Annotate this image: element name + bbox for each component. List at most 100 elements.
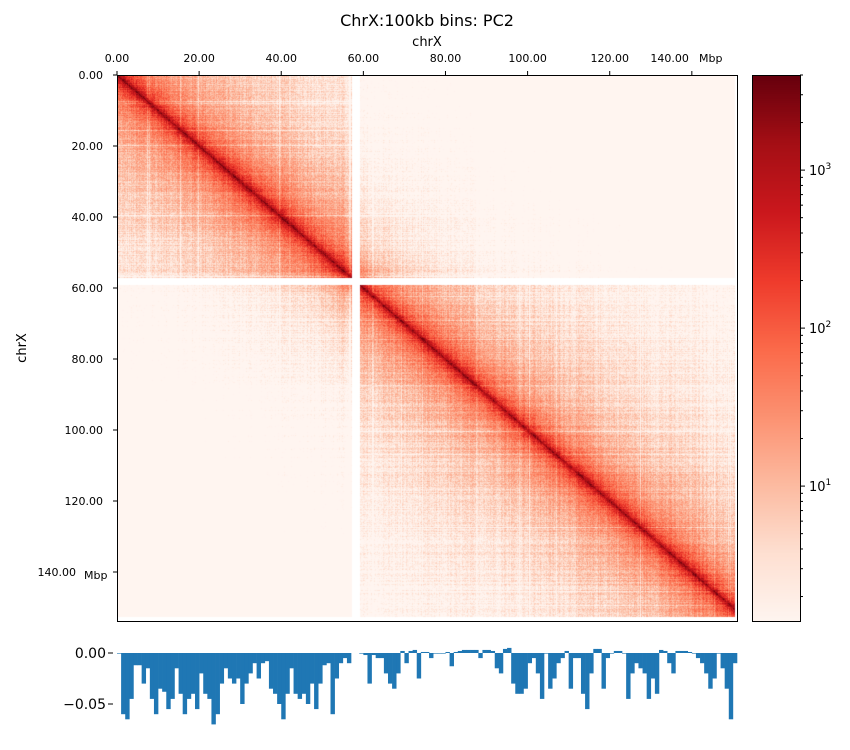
pc2-bar xyxy=(125,653,130,720)
pc2-bar xyxy=(478,653,483,659)
pc2-bar xyxy=(449,653,454,667)
x-tick-label: 40.00 xyxy=(265,52,297,65)
y-tick-label: 100.00 xyxy=(65,424,104,437)
pc2-bar xyxy=(314,653,319,710)
pc2-bar xyxy=(256,653,262,679)
x-tick-label: 120.00 xyxy=(590,52,629,65)
pc2-bar xyxy=(511,653,516,684)
pc2-bar xyxy=(367,653,372,684)
chart-title: ChrX:100kb bins: PC2 xyxy=(340,11,514,30)
pc2-bar xyxy=(597,648,602,653)
colorbar xyxy=(752,75,800,621)
pc2-bar xyxy=(482,649,487,653)
y-tick-label: 140.00 xyxy=(38,566,77,579)
pc2-bar xyxy=(453,651,459,653)
pc2-bar xyxy=(560,653,565,659)
pc2-bar xyxy=(486,649,491,653)
pc2-bar xyxy=(129,653,134,699)
pc2-bar xyxy=(281,653,286,720)
pc2-bar xyxy=(539,653,545,699)
y-tick-label: 40.00 xyxy=(72,211,104,224)
pc2-bar xyxy=(650,653,656,679)
pc2-bar xyxy=(396,653,401,674)
x-tick-label: 140.00 xyxy=(650,52,689,65)
pc2-bar xyxy=(338,653,344,664)
pc2-bar xyxy=(605,653,611,659)
pc2-bar xyxy=(170,653,175,699)
pc2-bar xyxy=(289,653,294,669)
pc2-bar xyxy=(404,653,409,664)
pc2-bar xyxy=(720,653,725,669)
contact-heatmap xyxy=(117,75,737,621)
pc2-bar xyxy=(371,653,376,656)
pc2-bar xyxy=(359,653,364,654)
pc2-bar xyxy=(400,650,405,653)
colorbar-frame xyxy=(752,75,801,622)
pc2-bar xyxy=(580,653,586,694)
pc2-bar xyxy=(145,653,151,669)
pc2-bar xyxy=(190,653,196,694)
x-tick-label: 100.00 xyxy=(508,52,547,65)
x-tick-label: 20.00 xyxy=(183,52,215,65)
pc2-bar xyxy=(231,653,237,684)
pc2-bar xyxy=(507,647,512,653)
pc2-bar xyxy=(219,653,225,684)
pc2-bar xyxy=(494,653,500,669)
pc2-bar xyxy=(466,649,471,653)
x-tick-label: 80.00 xyxy=(430,52,462,65)
pc2-bar xyxy=(346,653,352,664)
pc2-bar xyxy=(285,653,290,694)
pc2-bar xyxy=(334,653,340,679)
pc2-bar xyxy=(712,653,717,679)
pc2-bar xyxy=(700,653,705,664)
pc2-bar xyxy=(593,648,598,653)
pc2-bar xyxy=(223,653,229,669)
pc2-bar xyxy=(248,653,253,674)
track-y-tick-label: −0.05 xyxy=(63,697,106,713)
pc2-bar xyxy=(420,651,426,653)
colorbar-tick-exponent: 2 xyxy=(826,320,832,330)
pc2-bar xyxy=(375,653,381,659)
pc2-bar xyxy=(149,653,155,699)
pc2-bar xyxy=(568,653,574,689)
pc2-bar xyxy=(211,653,216,725)
y-tick-label: 80.00 xyxy=(72,353,104,366)
pc2-bar xyxy=(199,653,204,674)
pc2-bar xyxy=(535,653,541,674)
pc2-bar xyxy=(137,653,142,666)
x-unit-label: Mbp xyxy=(699,52,722,65)
pc2-bar xyxy=(158,653,163,689)
pc2-bar xyxy=(207,653,212,699)
pc2-bar xyxy=(470,649,475,653)
pc2-bar xyxy=(322,653,327,666)
pc2-bar xyxy=(531,653,537,659)
pc2-bar xyxy=(589,653,594,674)
pc2-bar xyxy=(548,653,553,689)
pc2-bar xyxy=(667,653,672,664)
pc2-bar xyxy=(326,653,331,664)
pc2-bar xyxy=(330,653,335,715)
pc2-bar xyxy=(671,653,676,674)
pc2-bar xyxy=(412,649,418,653)
pc2-bar xyxy=(121,653,126,715)
pc2-bar xyxy=(523,653,528,689)
y-axis-label: chrX xyxy=(15,333,30,363)
pc2-bar xyxy=(162,653,167,692)
colorbar-tick-exponent: 3 xyxy=(826,162,832,172)
pc2-bar xyxy=(646,653,652,699)
pc2-bar xyxy=(392,653,397,689)
pc2-bar xyxy=(236,653,241,679)
pc2-bar xyxy=(679,650,684,653)
pc2-bar xyxy=(301,653,307,694)
pc2-bar xyxy=(552,653,557,679)
pc2-bar xyxy=(215,653,220,715)
pc2-bar xyxy=(617,650,623,653)
pc2-bar xyxy=(556,653,561,664)
y-unit-label: Mbp xyxy=(84,569,107,582)
pc2-bar xyxy=(318,653,323,684)
pc2-bar xyxy=(383,653,389,674)
pc2-bar xyxy=(663,650,668,653)
y-tick-label: 20.00 xyxy=(72,140,104,153)
pc2-bar xyxy=(203,653,208,694)
